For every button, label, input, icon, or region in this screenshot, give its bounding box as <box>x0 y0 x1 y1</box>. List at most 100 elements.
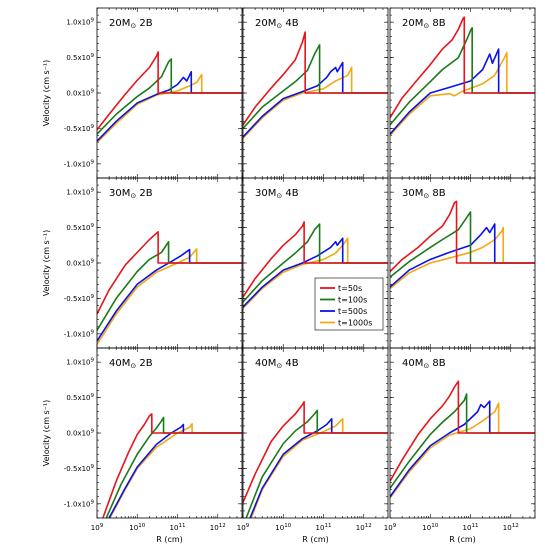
series-line-t-1000s <box>250 418 388 518</box>
y-tick-label: -0.5x109 <box>64 294 95 303</box>
x-tick-label: 1011 <box>316 523 332 532</box>
x-axis-labels: R (cm) R (cm) R (cm) <box>156 535 476 544</box>
y-tick-label: -0.5x109 <box>64 124 95 133</box>
panel-title: 30M⊙ 4B <box>255 188 299 200</box>
panel-title: 20M⊙ 4B <box>255 18 299 30</box>
series-group <box>97 51 242 144</box>
panel-title: 20M⊙ 8B <box>402 18 446 30</box>
legend-label: t=500s <box>338 307 367 316</box>
panel-title: 40M⊙ 4B <box>255 358 299 370</box>
series-line-t-100s <box>245 409 388 518</box>
y-tick-label: -1.0x109 <box>64 499 95 508</box>
panel-20msun-2B: 20M⊙ 2B 1.0x109 0.5x109 0.0x109 -0.5x109 -1.0… <box>64 7 243 179</box>
series-line-t-500s <box>390 223 535 288</box>
series-line-t-500s <box>243 61 388 138</box>
series-line-t-50s <box>102 413 242 518</box>
x-axis-title: R (cm) <box>449 535 476 544</box>
y-tick-label: 0.0x109 <box>66 89 94 98</box>
series-line-t-1000s <box>243 237 388 309</box>
panel-title: 20M⊙ 2B <box>109 18 153 30</box>
y-tick-label: 0.5x109 <box>66 393 94 402</box>
series-group <box>97 231 242 345</box>
panel-40msun-2B: 40M⊙ 2B 1.0x109 0.5x109 0.0x109 -0.5x109 -1.0… <box>64 347 243 532</box>
panel-30msun-2B: 30M⊙ 2B 1.0x109 0.5x109 0.0x109 -0.5x109 -1.0… <box>64 177 243 349</box>
legend-label: t=100s <box>338 296 367 305</box>
series-line-t-50s <box>390 200 535 273</box>
x-tick-label: 1012 <box>210 523 226 532</box>
y-axis-title: Velocity (cm s⁻¹) <box>42 400 51 467</box>
panel-20msun-4B: 20M⊙ 4B <box>242 7 389 179</box>
y-tick-label: 0.0x109 <box>66 259 94 268</box>
y-axis-labels: Velocity (cm s⁻¹) Velocity (cm s⁻¹) Veloci… <box>42 60 51 467</box>
panel-title: 40M⊙ 8B <box>402 358 446 370</box>
series-line-t-1000s <box>390 402 535 499</box>
x-tick-label: 109 <box>237 523 250 532</box>
panel-title: 30M⊙ 2B <box>109 188 153 200</box>
y-tick-label: 1.0x109 <box>66 188 94 197</box>
y-tick-label: 0.5x109 <box>66 223 94 232</box>
x-tick-label: 109 <box>91 523 104 532</box>
panel-title: 30M⊙ 8B <box>402 188 446 200</box>
x-axis-title: R (cm) <box>302 535 329 544</box>
series-group <box>390 16 535 137</box>
series-line-t-500s <box>243 237 388 308</box>
series-line-t-50s <box>243 221 388 298</box>
series-line-t-100s <box>243 223 388 303</box>
series-line-t-100s <box>390 27 535 126</box>
x-tick-label: 109 <box>384 523 397 532</box>
series-line-t-1000s <box>390 226 535 290</box>
series-group <box>102 413 242 518</box>
panel-30msun-4B: 30M⊙ 4B t=50s t=100s t=500s t=1000s <box>242 177 389 349</box>
series-line-t-100s <box>97 240 242 331</box>
series-line-t-50s <box>97 231 242 315</box>
series-line-t-1000s <box>390 51 535 137</box>
legend-label: t=1000s <box>338 319 372 328</box>
series-line-t-100s <box>97 58 242 135</box>
y-axis-title: Velocity (cm s⁻¹) <box>42 60 51 127</box>
series-line-t-1000s <box>97 73 242 144</box>
x-tick-label: 1011 <box>463 523 479 532</box>
series-line-t-100s <box>390 211 535 278</box>
panel-frame <box>389 347 536 519</box>
series-line-t-100s <box>105 416 242 518</box>
series-line-t-1000s <box>243 66 388 139</box>
x-tick-label: 1010 <box>422 523 438 532</box>
y-axis-title: Velocity (cm s⁻¹) <box>42 230 51 297</box>
series-group <box>390 200 535 290</box>
panel-30msun-8B: 30M⊙ 8B <box>389 177 536 349</box>
panel-title: 40M⊙ 2B <box>109 358 153 370</box>
panel-grid: 20M⊙ 2B 1.0x109 0.5x109 0.0x109 -0.5x109 -1.0… <box>64 7 536 532</box>
legend-box <box>314 277 384 331</box>
x-axis-title: R (cm) <box>156 535 183 544</box>
x-tick-label: 1012 <box>503 523 519 532</box>
panel-40msun-8B: 40M⊙ 8B 109 1010 1011 1012 <box>384 347 536 532</box>
y-tick-label: 1.0x109 <box>66 358 94 367</box>
series-line-t-500s <box>390 48 535 135</box>
series-line-t-1000s <box>109 422 242 518</box>
series-line-t-50s <box>390 16 535 119</box>
y-tick-label: 0.0x109 <box>66 429 94 438</box>
y-tick-label: -1.0x109 <box>64 159 95 168</box>
series-line-t-50s <box>243 31 388 126</box>
series-line-t-500s <box>97 248 242 342</box>
legend: t=50s t=100s t=500s t=1000s <box>314 277 384 331</box>
legend-label: t=50s <box>338 284 362 293</box>
series-line-t-50s <box>390 380 535 482</box>
x-tick-label: 1012 <box>356 523 372 532</box>
panel-40msun-4B: 40M⊙ 4B 109 1010 1011 1012 <box>237 347 389 532</box>
y-tick-label: 1.0x109 <box>66 18 94 27</box>
panel-20msun-8B: 20M⊙ 8B <box>389 7 536 179</box>
x-tick-label: 1010 <box>275 523 291 532</box>
y-tick-label: -1.0x109 <box>64 329 95 338</box>
x-tick-label: 1010 <box>129 523 145 532</box>
y-tick-label: 0.5x109 <box>66 53 94 62</box>
x-tick-label: 1011 <box>170 523 186 532</box>
series-line-t-50s <box>243 401 388 503</box>
panel-frame <box>242 347 389 519</box>
series-line-t-500s <box>108 423 242 518</box>
panel-frame <box>96 347 243 519</box>
series-line-t-50s <box>97 51 242 131</box>
series-line-t-500s <box>390 400 535 498</box>
series-group <box>243 401 388 518</box>
